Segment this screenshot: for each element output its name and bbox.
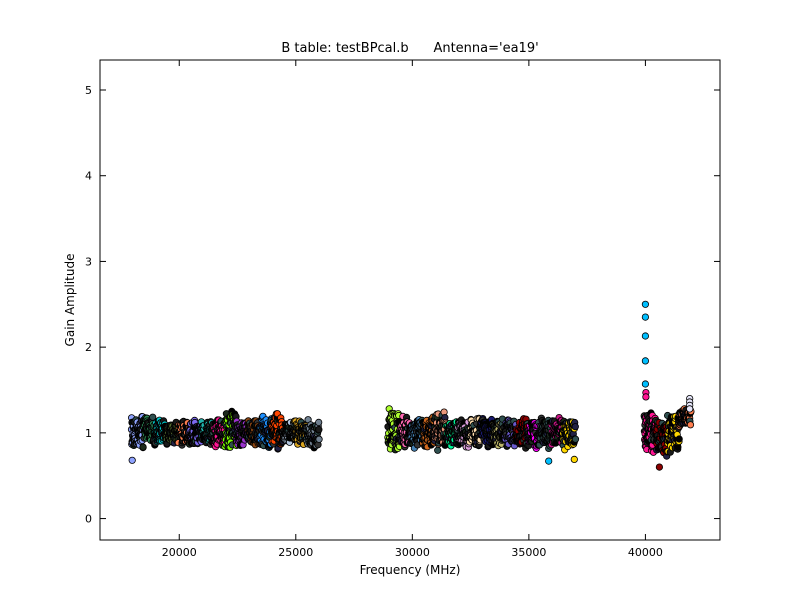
x-tick-label: 20000 — [162, 546, 197, 559]
data-point — [149, 413, 157, 421]
y-tick-label: 1 — [85, 427, 92, 440]
y-tick-label: 0 — [85, 513, 92, 526]
data-point — [642, 393, 650, 401]
x-tick-label: 40000 — [628, 546, 663, 559]
plot-frame — [99, 59, 721, 541]
plot-area — [100, 60, 720, 540]
data-point — [315, 435, 323, 443]
y-axis-label: Gain Amplitude — [63, 254, 77, 347]
data-point — [315, 418, 323, 426]
data-point — [641, 380, 650, 388]
data-point — [139, 443, 147, 451]
data-point — [571, 423, 579, 431]
data-point — [641, 300, 650, 308]
x-tick-label: 30000 — [395, 546, 430, 559]
data-point — [315, 425, 323, 434]
data-point — [686, 421, 695, 429]
x-tick-label: 25000 — [278, 546, 313, 559]
data-point — [434, 446, 442, 454]
data-point — [570, 455, 578, 463]
x-tick-label: 35000 — [511, 546, 546, 559]
data-point — [675, 435, 683, 443]
data-point — [641, 332, 650, 340]
ticks-layer: 20000 25000 30000 35000 40000 0 1 2 3 4 5 — [85, 60, 720, 559]
data-point — [128, 456, 136, 464]
data-point — [571, 435, 580, 443]
data-point — [655, 463, 664, 471]
data-point — [641, 357, 650, 365]
data-point — [641, 313, 650, 321]
data-point — [686, 405, 694, 413]
x-axis-label: Frequency (MHz) — [360, 563, 461, 577]
y-tick-label: 3 — [85, 255, 92, 268]
y-tick-label: 5 — [85, 84, 92, 97]
points-layer — [127, 300, 695, 471]
y-tick-label: 2 — [85, 341, 92, 354]
y-tick-label: 4 — [85, 170, 92, 183]
chart-title: B table: testBPcal.b Antenna='ea19' — [281, 41, 538, 56]
data-point — [545, 457, 553, 465]
